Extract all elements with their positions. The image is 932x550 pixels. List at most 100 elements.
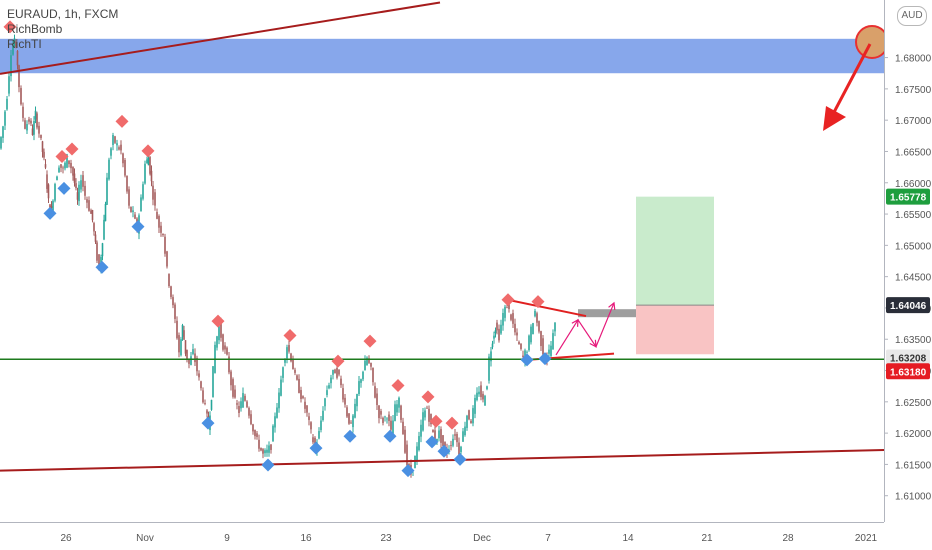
candle-body <box>292 358 294 370</box>
candle-body <box>444 442 446 447</box>
candle-body <box>190 356 192 365</box>
candle-body <box>154 192 156 206</box>
y-tick-label: 1.65500 <box>895 210 932 221</box>
candle-body <box>212 366 214 398</box>
candle-body <box>384 416 386 418</box>
candle-body <box>362 371 364 380</box>
candle-body <box>31 128 34 135</box>
candle-body <box>162 233 164 236</box>
price-label-text: 1.63180 <box>890 367 927 378</box>
currency-button[interactable]: AUD <box>897 6 927 26</box>
candle-body <box>88 200 90 211</box>
candle-body <box>142 184 144 199</box>
candle-body <box>98 254 100 270</box>
candle-body <box>172 297 174 306</box>
candle-body <box>370 363 372 367</box>
candle-body <box>408 464 410 467</box>
candle-body <box>326 390 328 395</box>
candle-body <box>284 359 286 363</box>
candle-body <box>356 394 358 407</box>
candle-body <box>106 177 108 205</box>
candle-body <box>178 335 180 353</box>
candle-body <box>476 392 478 401</box>
candle-body <box>150 170 153 182</box>
x-tick-label: Nov <box>136 533 154 544</box>
candle-body <box>210 399 213 410</box>
candle-body <box>118 147 120 150</box>
candle-body <box>33 120 35 135</box>
candle-body <box>224 345 226 350</box>
candle-body <box>250 414 252 425</box>
price-axis-panel <box>884 0 932 550</box>
candle-body <box>140 197 142 212</box>
candle-body <box>124 159 126 176</box>
candle-body <box>296 375 298 380</box>
candle-body <box>180 339 182 356</box>
candle-body <box>44 164 47 168</box>
down-arrow-head <box>823 106 846 131</box>
candle-body <box>450 445 452 446</box>
projection-arrowhead <box>589 339 597 348</box>
candle-body <box>414 455 416 469</box>
candle-body <box>149 156 151 174</box>
candle-body <box>520 343 522 349</box>
buy-signal-marker <box>43 206 57 220</box>
buy-signal-marker <box>309 441 323 455</box>
candle-body <box>166 251 168 267</box>
candle-body <box>20 88 22 105</box>
candle-body <box>198 373 200 378</box>
candle-body <box>470 420 472 424</box>
indicator-richti[interactable]: RichTI <box>7 37 42 51</box>
candle-body <box>70 162 72 169</box>
candle-body <box>246 401 248 408</box>
candle-body <box>482 393 484 400</box>
candle-body <box>548 349 550 354</box>
candle-body <box>374 386 376 398</box>
candle-body <box>192 349 194 354</box>
y-tick-label: 1.66500 <box>895 147 932 158</box>
candle-body <box>234 389 236 398</box>
candle-body <box>510 314 512 320</box>
candle-body <box>430 413 432 425</box>
candle-body <box>130 206 132 212</box>
candle-body <box>52 200 54 211</box>
candle-body <box>41 141 44 152</box>
y-tick-label: 1.61000 <box>895 492 932 503</box>
price-label-bg <box>886 349 930 366</box>
candle-body <box>528 335 530 351</box>
candle-body <box>530 326 532 343</box>
y-tick-label: 1.63500 <box>895 335 932 346</box>
candle-body <box>416 446 418 462</box>
candle-body <box>43 151 45 158</box>
candle-body <box>36 113 38 128</box>
candle-body <box>434 430 436 442</box>
candle-body <box>72 166 74 176</box>
indicator-richbomb[interactable]: RichBomb <box>7 22 63 36</box>
candle-body <box>536 313 538 323</box>
candle-body <box>30 120 32 124</box>
candle-body <box>422 412 424 431</box>
buy-signal-marker <box>453 452 467 466</box>
candle-body <box>202 390 204 403</box>
candle-body <box>394 404 396 421</box>
candle-body <box>40 134 42 139</box>
candle-body <box>116 143 118 146</box>
candle-body <box>76 192 79 200</box>
sell-signal-marker <box>115 114 129 128</box>
candle-body <box>274 416 276 428</box>
candle-body <box>288 345 290 352</box>
candle-body <box>54 184 56 201</box>
candle-body <box>478 391 480 395</box>
buy-signal-marker <box>95 260 109 274</box>
candle-body <box>352 415 354 428</box>
candle-body <box>86 199 88 203</box>
candle-body <box>16 50 19 66</box>
candle-body <box>348 413 350 424</box>
x-tick-label: 21 <box>701 533 713 544</box>
candle-body <box>184 340 187 354</box>
candle-body <box>228 356 230 373</box>
candle-body <box>126 176 128 192</box>
resistance-zone <box>0 38 884 74</box>
